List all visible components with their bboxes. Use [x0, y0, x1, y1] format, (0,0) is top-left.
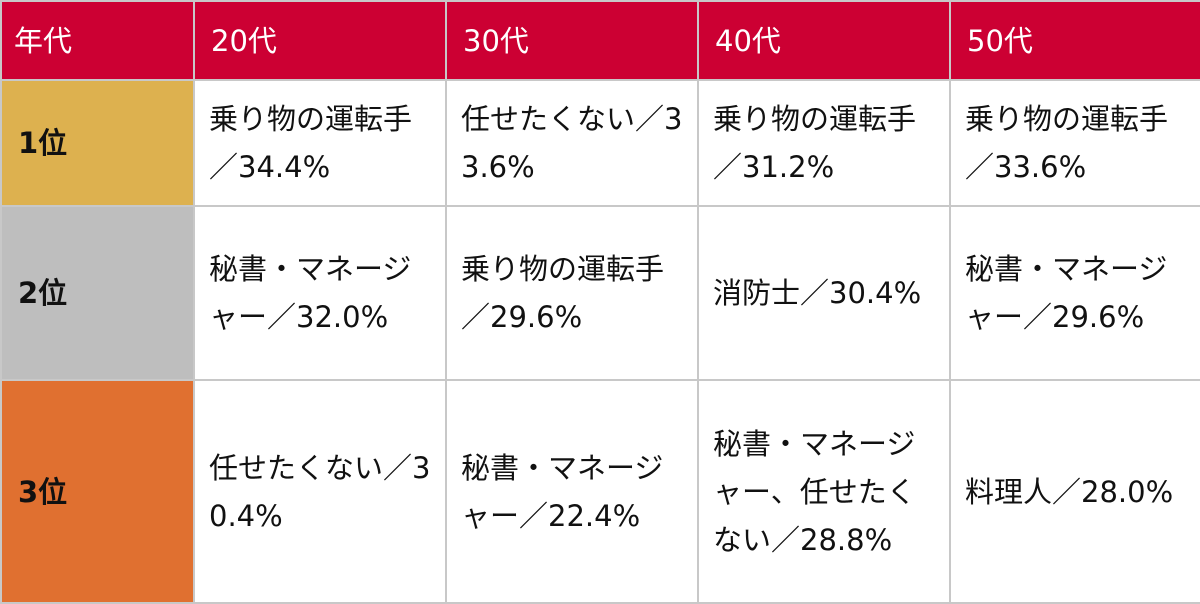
header-30s: 30代 — [445, 0, 699, 81]
header-50s: 50代 — [949, 0, 1200, 81]
table-cell: 乗り物の運転手／29.6% — [445, 205, 699, 381]
table-cell: 消防士／30.4% — [697, 205, 951, 381]
table-cell: 乗り物の運転手／31.2% — [697, 79, 951, 207]
rank-label: 3位 — [0, 379, 195, 604]
header-20s: 20代 — [193, 0, 447, 81]
header-generation: 年代 — [0, 0, 195, 81]
table-row: 1位 乗り物の運転手／34.4% 任せたくない／33.6% 乗り物の運転手／31… — [0, 79, 1200, 207]
table-cell: 乗り物の運転手／33.6% — [949, 79, 1200, 207]
table-cell: 任せたくない／33.6% — [445, 79, 699, 207]
table-cell: 秘書・マネージャー／32.0% — [193, 205, 447, 381]
table-cell: 任せたくない／30.4% — [193, 379, 447, 604]
table-cell: 乗り物の運転手／34.4% — [193, 79, 447, 207]
rank-label: 1位 — [0, 79, 195, 207]
table-cell: 料理人／28.0% — [949, 379, 1200, 604]
header-40s: 40代 — [697, 0, 951, 81]
table-cell: 秘書・マネージャー／29.6% — [949, 205, 1200, 381]
table-row: 2位 秘書・マネージャー／32.0% 乗り物の運転手／29.6% 消防士／30.… — [0, 205, 1200, 381]
rank-label: 2位 — [0, 205, 195, 381]
table-cell: 秘書・マネージャー／22.4% — [445, 379, 699, 604]
table-cell: 秘書・マネージャー、任せたくない／28.8% — [697, 379, 951, 604]
header-row: 年代 20代 30代 40代 50代 — [0, 0, 1200, 81]
table-row: 3位 任せたくない／30.4% 秘書・マネージャー／22.4% 秘書・マネージャ… — [0, 379, 1200, 604]
